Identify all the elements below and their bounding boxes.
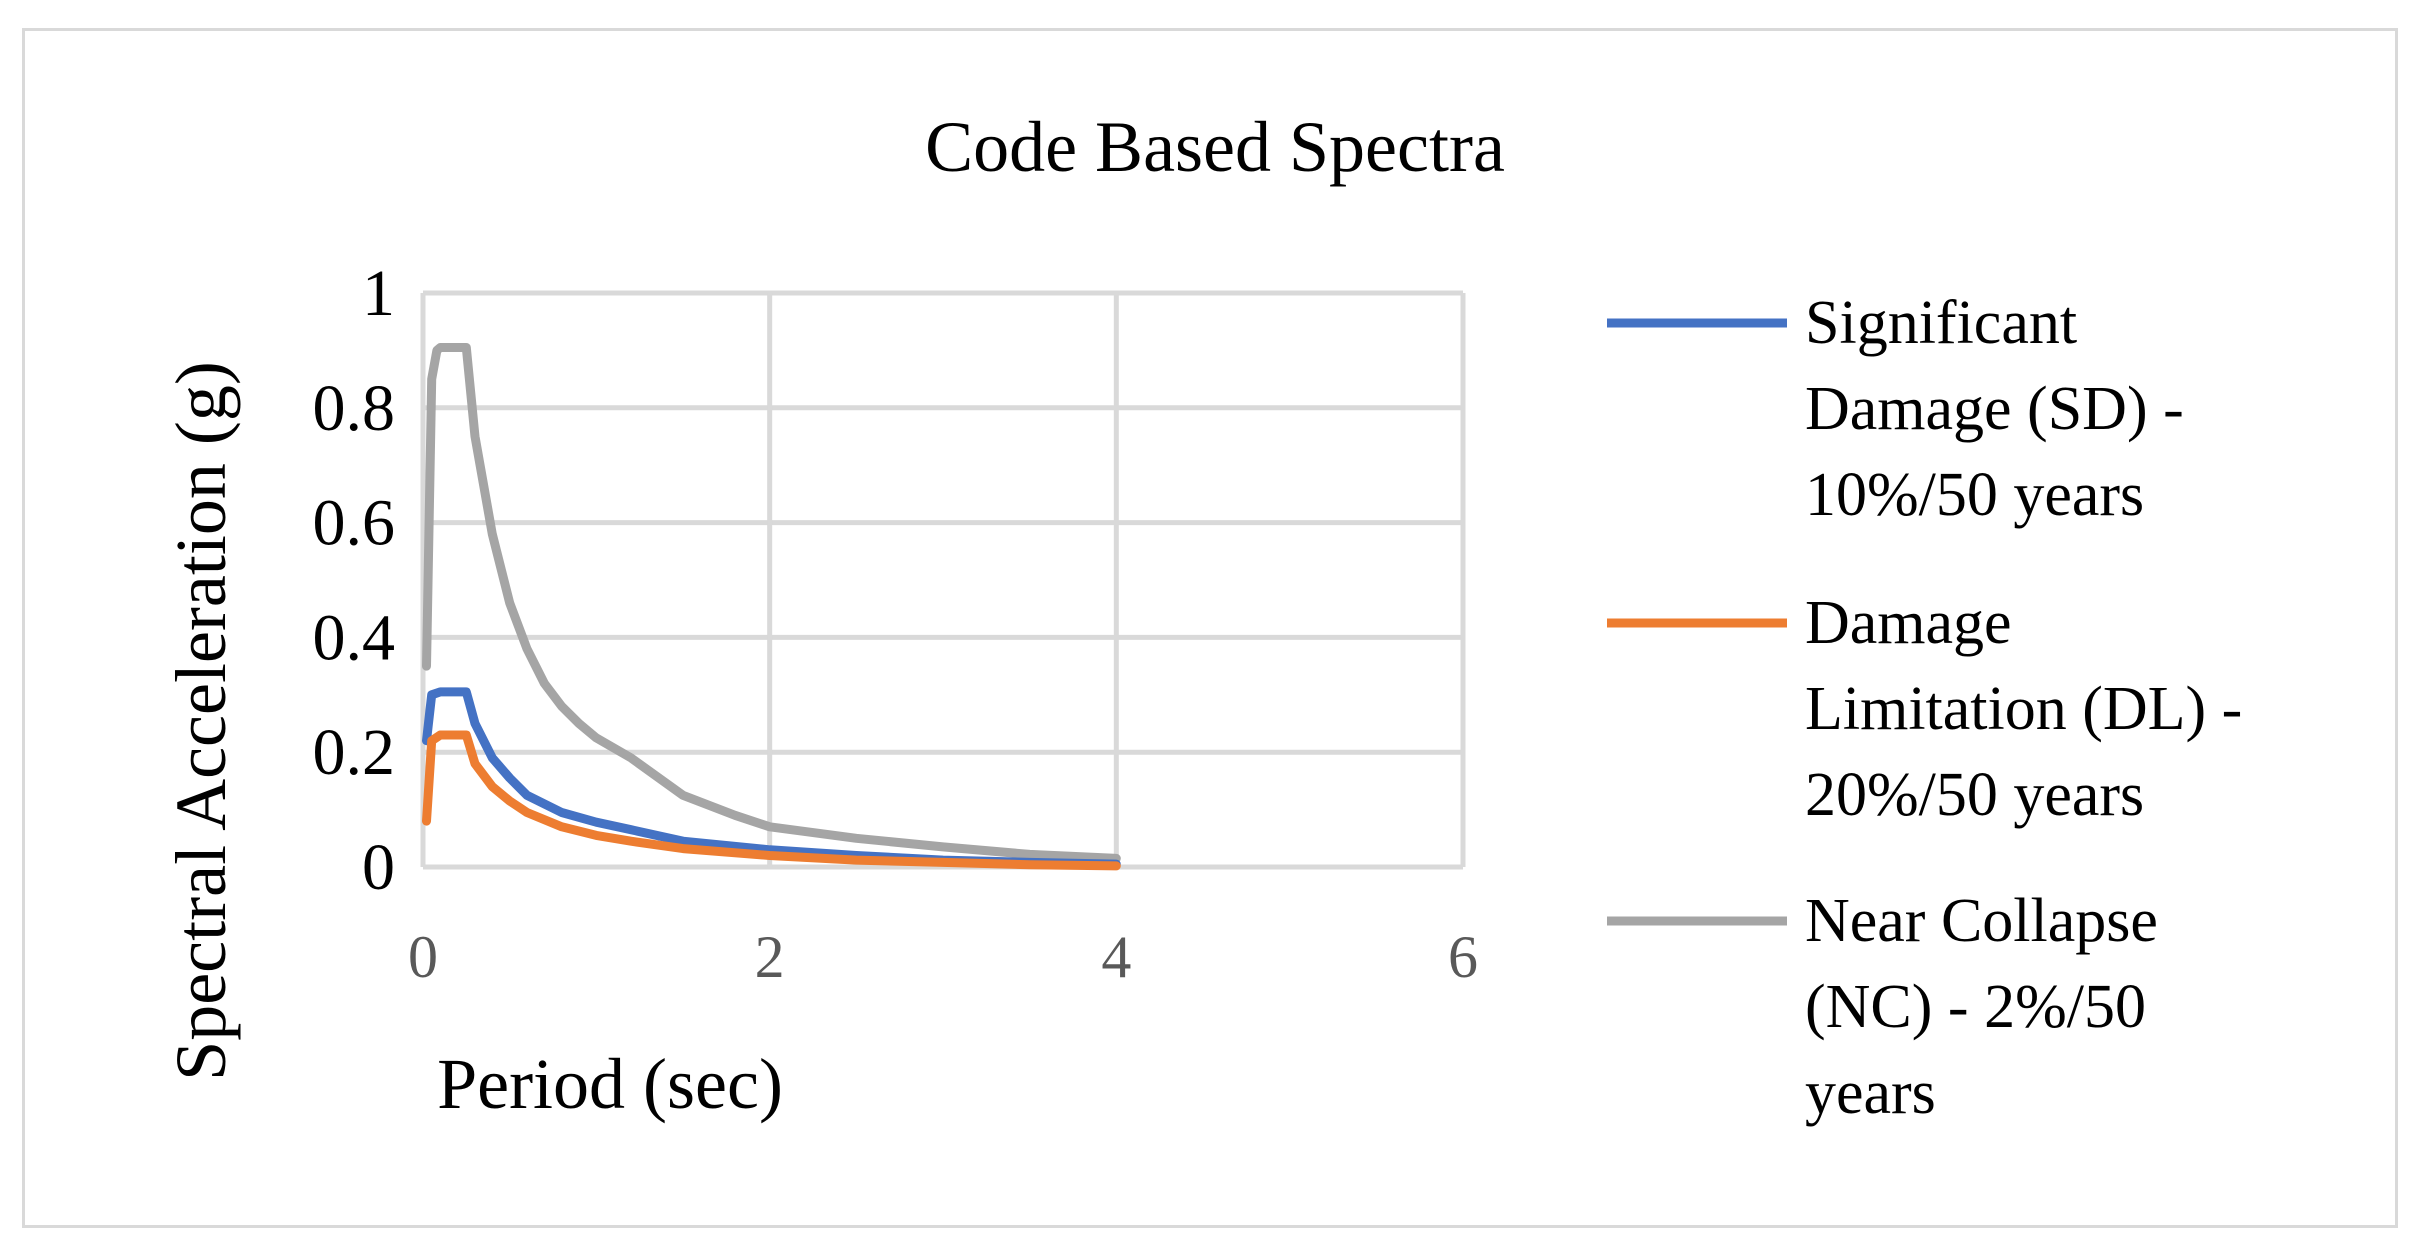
x-tick-label: 4: [1101, 924, 1131, 990]
legend-label-0: 10%/50 years: [1805, 461, 2144, 529]
x-axis-label: Period (sec): [437, 1044, 783, 1124]
series-line-1: [422, 730, 1121, 871]
y-tick-label: 0.6: [313, 487, 396, 560]
y-axis-label: Spectral Acceleration (g): [161, 361, 241, 1081]
legend-label-1: Damage: [1805, 589, 2012, 657]
chart-title: Code Based Spectra: [925, 107, 1505, 187]
grid: [420, 290, 1466, 870]
x-tick-label: 2: [755, 924, 785, 990]
series-line-2: [422, 343, 1121, 863]
line-chart: Code Based Spectra 0 0.2 0.4 0.6 0.8 1 0 2 4 6 P…: [161, 107, 2242, 1127]
legend-label-2: (NC) - 2%/50: [1805, 973, 2146, 1041]
y-tick-label: 0.2: [313, 716, 396, 789]
x-tick-label: 6: [1448, 924, 1478, 990]
y-axis-ticks: 0 0.2 0.4 0.6 0.8 1: [313, 257, 396, 904]
legend-label-2: Near Collapse: [1805, 887, 2158, 955]
legend-label-1: Limitation (DL) -: [1805, 675, 2242, 743]
y-tick-label: 0.4: [313, 601, 396, 674]
series-lines: [422, 343, 1121, 871]
legend-label-0: Significant: [1805, 289, 2077, 357]
y-tick-label: 0: [362, 831, 395, 904]
legend-label-1: 20%/50 years: [1805, 761, 2144, 829]
legend: Significant Damage (SD) - 10%/50 years Dama…: [1607, 289, 2242, 1127]
legend-label-0: Damage (SD) -: [1805, 375, 2184, 443]
y-tick-label: 0.8: [313, 372, 396, 445]
legend-label-2: years: [1805, 1059, 1936, 1127]
x-axis-ticks: 0 2 4 6: [408, 924, 1478, 990]
y-tick-label: 1: [362, 257, 395, 330]
x-tick-label: 0: [408, 924, 438, 990]
chart-frame: Code Based Spectra 0 0.2 0.4 0.6 0.8 1 0 2 4 6 P…: [22, 28, 2398, 1228]
